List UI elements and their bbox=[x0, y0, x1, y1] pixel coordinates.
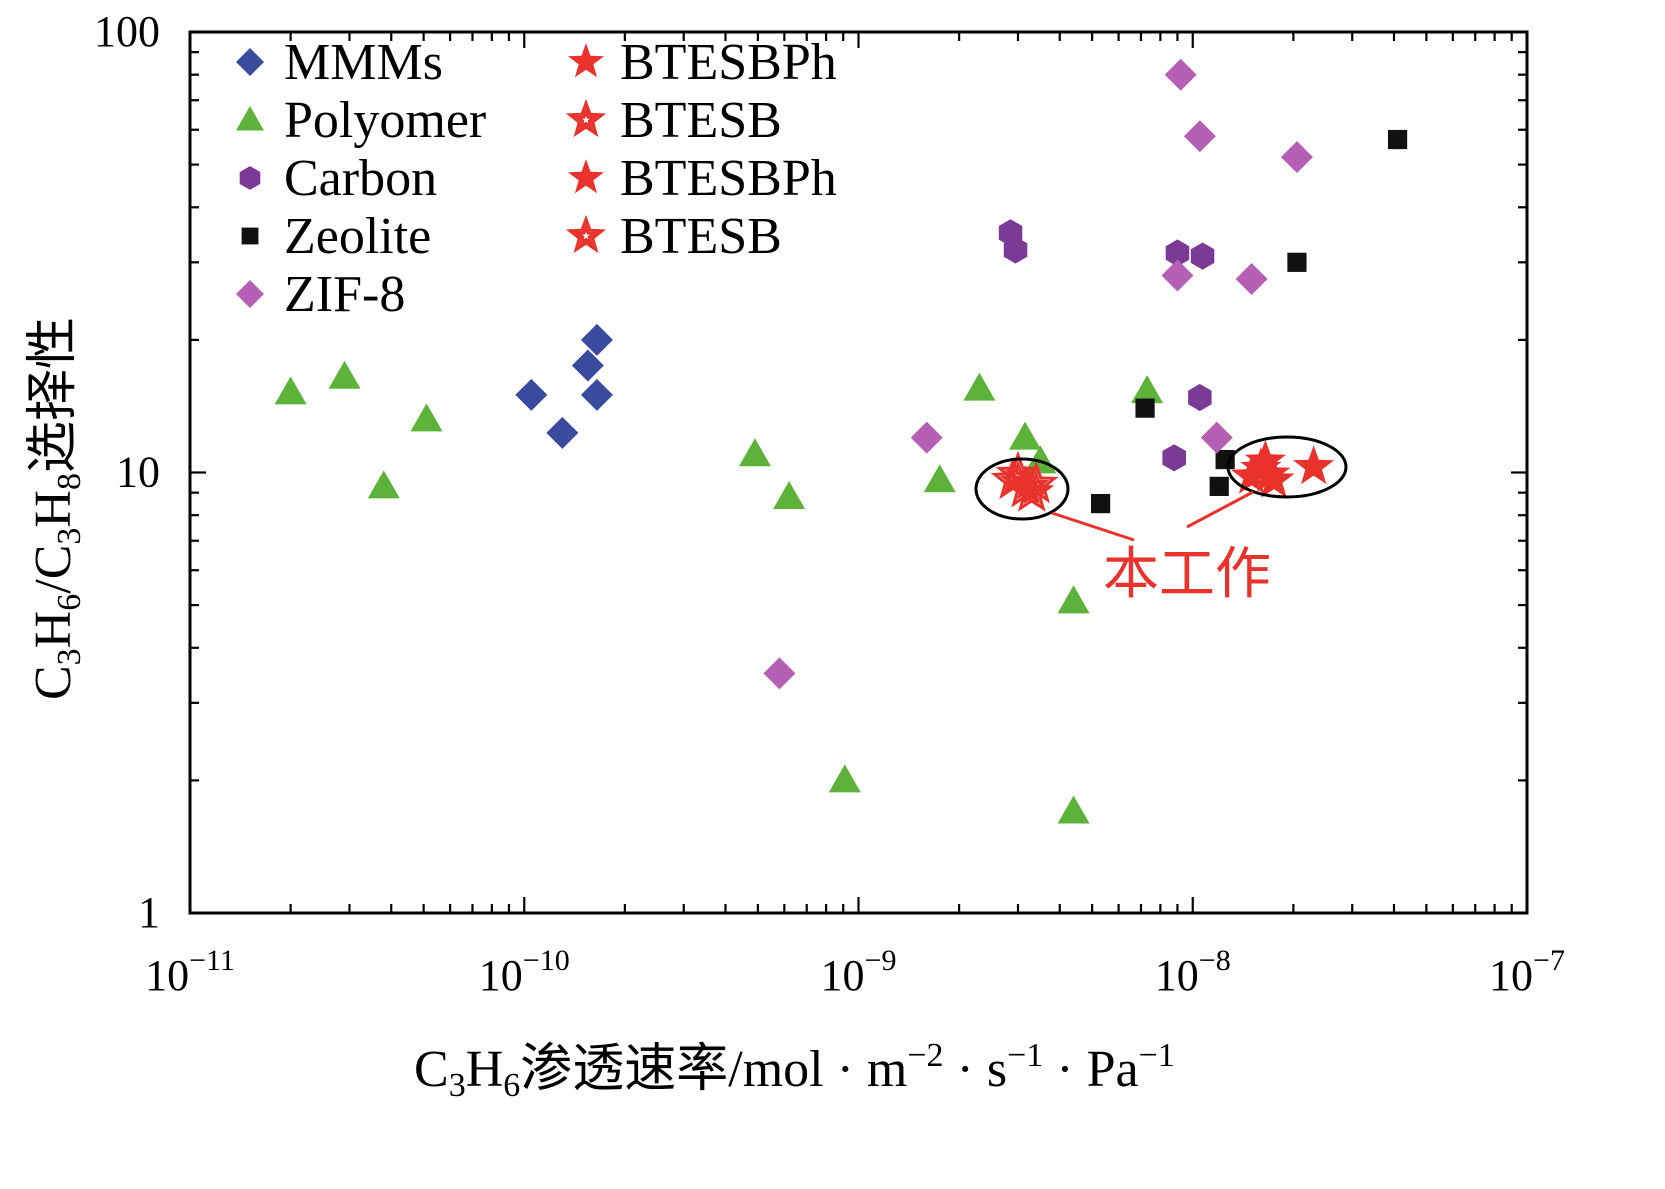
data-point bbox=[1200, 421, 1233, 454]
data-point bbox=[1165, 239, 1190, 267]
legend-marker-inner bbox=[573, 223, 599, 247]
series-7 bbox=[1244, 439, 1291, 492]
data-point bbox=[963, 372, 996, 401]
legend-marker bbox=[239, 166, 261, 190]
annotation-pointer-right bbox=[1186, 490, 1254, 529]
y-tick-label: 100 bbox=[94, 7, 160, 56]
legend-marker bbox=[568, 159, 604, 194]
data-point bbox=[828, 764, 861, 793]
legend-marker bbox=[236, 48, 264, 76]
annotation-ellipse-right bbox=[1226, 435, 1348, 499]
data-point bbox=[910, 421, 943, 454]
x-tick-label: 10−10 bbox=[479, 944, 570, 1000]
series-0 bbox=[515, 323, 613, 449]
data-point bbox=[1009, 421, 1042, 450]
data-point bbox=[328, 360, 361, 389]
series-3 bbox=[1090, 129, 1408, 514]
data-point-inner bbox=[1004, 460, 1032, 486]
data-point bbox=[1131, 375, 1164, 404]
legend-label: Carbon bbox=[284, 150, 437, 207]
x-tick-label: 10−9 bbox=[821, 944, 897, 1000]
legend-label: Polyomer bbox=[284, 92, 486, 149]
legend-marker-outline bbox=[565, 214, 607, 254]
legend-marker bbox=[568, 43, 604, 78]
x-tick-label: 10−8 bbox=[1155, 944, 1231, 1000]
data-point bbox=[1190, 242, 1215, 270]
data-point bbox=[995, 450, 1041, 494]
legend-label: BTESB bbox=[620, 92, 782, 149]
data-point bbox=[1293, 445, 1335, 485]
y-axis-title: C3H6/C3H8选择性 bbox=[25, 317, 88, 700]
data-point bbox=[1280, 141, 1313, 174]
data-point bbox=[1188, 383, 1212, 412]
legend-label: BTESB bbox=[620, 208, 782, 265]
series-1 bbox=[274, 360, 1164, 824]
y-tick-label: 1 bbox=[138, 888, 160, 937]
annotation-text: 本工作 bbox=[1103, 544, 1271, 606]
annotation-ellipse-left bbox=[974, 457, 1070, 521]
y-tick-label: 10 bbox=[116, 448, 160, 497]
data-point-inner bbox=[1018, 478, 1045, 504]
data-point bbox=[1003, 236, 1028, 264]
legend-marker bbox=[565, 98, 607, 138]
data-point bbox=[1057, 585, 1090, 614]
data-point bbox=[1164, 58, 1197, 91]
annotation-group: 本工作 bbox=[974, 435, 1348, 606]
data-point-outline bbox=[1009, 469, 1055, 512]
plot-area: 10−11 10−10 10−9 10−8 10−7 1 10 100 bbox=[94, 7, 1565, 1000]
data-point bbox=[773, 480, 806, 509]
legend-marker bbox=[236, 280, 264, 308]
data-point bbox=[1215, 449, 1235, 470]
data-point bbox=[1287, 252, 1307, 272]
data-point bbox=[763, 657, 796, 690]
x-axis-title: C3H6渗透速率/mol · m−2 · s−1 · Pa−1 bbox=[414, 1037, 1175, 1104]
data-marks bbox=[274, 58, 1408, 824]
x-tick-label: 10−11 bbox=[145, 944, 235, 1000]
legend-marker bbox=[241, 227, 259, 245]
data-point bbox=[546, 416, 579, 449]
legend-marker bbox=[565, 214, 607, 254]
legend: MMMsPolyomerCarbonZeoliteZIF-8BTESBPhBTE… bbox=[236, 34, 837, 323]
data-point bbox=[1244, 439, 1286, 479]
data-point bbox=[1009, 469, 1055, 512]
data-point bbox=[515, 378, 548, 411]
data-point bbox=[1387, 129, 1408, 150]
data-point-outline bbox=[995, 450, 1041, 494]
series-2 bbox=[998, 219, 1215, 472]
data-point bbox=[1090, 493, 1111, 514]
data-point bbox=[1161, 259, 1194, 292]
legend-label: MMMs bbox=[284, 34, 443, 91]
data-point bbox=[1057, 795, 1090, 824]
legend-label: BTESBPh bbox=[620, 150, 837, 207]
annotation-pointer-left bbox=[1051, 511, 1135, 542]
series-8 bbox=[995, 450, 1055, 512]
data-point bbox=[580, 323, 613, 356]
data-point bbox=[1249, 452, 1291, 492]
data-point bbox=[738, 438, 771, 467]
data-point bbox=[580, 378, 613, 411]
data-point bbox=[1162, 444, 1186, 472]
data-point bbox=[1183, 120, 1216, 153]
data-point bbox=[274, 376, 307, 405]
data-point bbox=[571, 349, 604, 382]
data-point bbox=[923, 464, 956, 493]
legend-marker bbox=[236, 106, 264, 131]
data-point bbox=[1209, 476, 1229, 496]
data-point bbox=[1024, 445, 1057, 474]
legend-label: Zeolite bbox=[284, 208, 431, 265]
legend-label: BTESBPh bbox=[620, 34, 837, 91]
series-4 bbox=[763, 58, 1313, 690]
data-point bbox=[410, 403, 443, 432]
data-point bbox=[1135, 398, 1155, 418]
legend-marker-inner bbox=[573, 107, 599, 131]
legend-label: ZIF-8 bbox=[284, 266, 405, 323]
data-point bbox=[1235, 262, 1268, 295]
data-point bbox=[367, 470, 400, 499]
x-tick-label: 10−7 bbox=[1489, 944, 1565, 1000]
data-point bbox=[1231, 454, 1273, 494]
legend-marker-outline bbox=[565, 98, 607, 138]
